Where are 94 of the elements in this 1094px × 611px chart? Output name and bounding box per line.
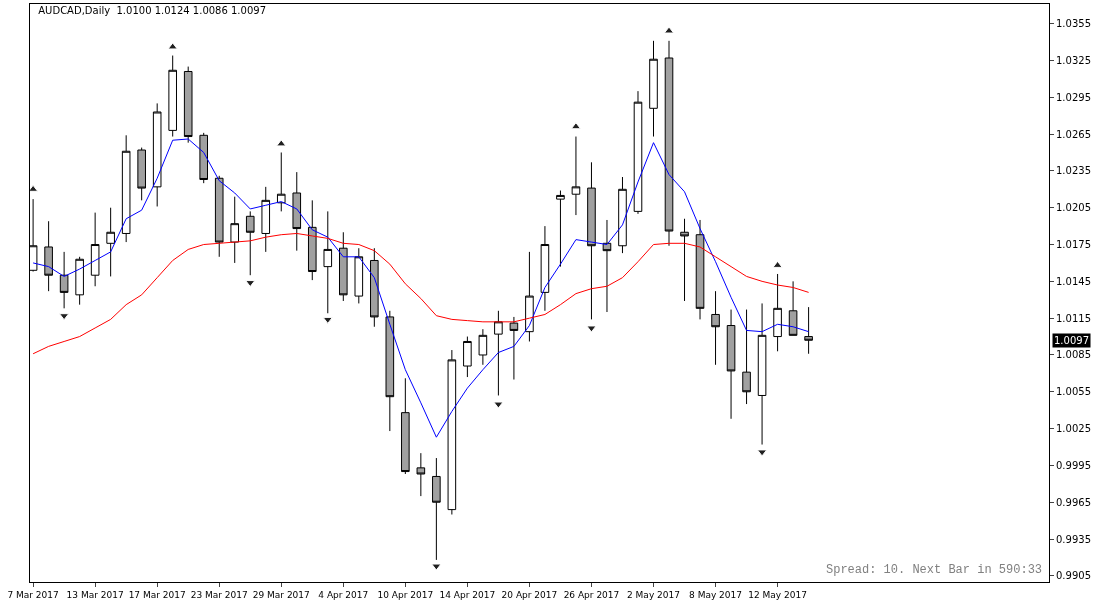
candlestick [75,256,84,306]
candlestick [649,40,658,138]
y-tick-label: 1.0325 [1056,54,1091,66]
point [245,280,256,288]
candlestick [354,247,364,304]
point [30,184,39,192]
candlestick [664,40,674,247]
candlestick [788,280,798,336]
candlestick [478,328,488,366]
x-tick-label: 2 May 2017 [627,589,680,600]
candlestick [44,220,53,292]
candlestick [152,102,162,207]
candlestick [711,290,720,366]
candlestick [618,176,627,254]
point [167,42,178,50]
y-tick-label: 1.0235 [1056,165,1091,177]
line-series [32,138,810,438]
chart-title: AUDCAD,Daily 1.0100 1.0124 1.0086 1.0097 [38,5,267,17]
point [59,313,70,321]
y-tick-label: 0.9935 [1056,533,1091,545]
candlestick [447,349,457,516]
candlestick [540,225,550,312]
candlestick [695,219,705,320]
point [276,139,287,147]
text: Spread: 10. Next Bar in 590:33 [826,563,1043,577]
candlestick [556,190,565,268]
candlestick [370,247,379,328]
y-tick-label: 1.0115 [1056,312,1091,324]
candlestick [401,377,410,475]
point [431,563,442,571]
x-tick-label: 12 May 2017 [748,589,807,600]
candlestick [214,175,224,258]
candlestick [339,231,348,302]
x-tick-label: 4 Apr 2017 [318,589,369,600]
candlestick [183,66,193,144]
candlestick [525,251,534,342]
x-tick-label: 14 Apr 2017 [439,589,496,600]
x-tick-label: 26 Apr 2017 [563,589,620,600]
y-tick-label: 1.0205 [1056,202,1091,214]
candlestick [509,316,519,381]
candlestick [726,309,736,420]
candlestick [168,55,177,138]
x-tick-label: 29 Mar 2017 [252,589,310,600]
y-tick-label: 1.0355 [1056,18,1091,30]
candlestick [121,134,131,243]
candlestick [773,273,782,352]
candlestick [742,309,751,405]
candlestick [432,457,441,561]
candlestick [416,452,426,497]
x-tick-label: 20 Apr 2017 [501,589,558,600]
y-tick-label: 1.0175 [1056,239,1091,251]
y-tick-label: 1.0295 [1056,91,1091,103]
candlestick [680,218,689,302]
y-tick-label: 0.9965 [1056,496,1091,508]
y-tick-label: 0.9995 [1056,459,1091,471]
candlestick [633,90,643,215]
y-tick-label: 0.9905 [1056,570,1091,582]
candlestick [385,310,395,432]
candlestick [90,212,100,287]
line-series [32,232,810,355]
candlestick [804,306,813,355]
candlestick [571,136,581,216]
candlestick [276,151,286,212]
x-tick-label: 13 Mar 2017 [66,589,124,600]
point [586,325,597,333]
x-tick-label: 23 Mar 2017 [190,589,248,600]
candlestick [199,132,209,184]
candlestick [245,210,255,276]
candlestick [323,210,333,314]
point [493,401,504,409]
x-tick-label: 17 Mar 2017 [128,589,186,600]
candlestick [261,186,271,253]
point [322,316,333,324]
candlestick [587,161,596,320]
candlestick [602,219,612,313]
candlestick [463,336,472,378]
y-tick-label: 1.0085 [1056,349,1091,361]
y-tick-label: 1.0145 [1056,275,1091,287]
candlestick [757,302,767,446]
x-tick-label: 10 Apr 2017 [377,589,434,600]
x-tick-label: 8 May 2017 [689,589,743,600]
candlestick [106,207,115,277]
y-tick-label: 1.0025 [1056,423,1091,435]
point [772,260,783,268]
candlestick [307,199,317,281]
candlestick [494,310,503,396]
text: 1.0097 [1054,335,1089,346]
candlestick [230,196,240,264]
candlestick [137,147,146,201]
x-tick-label: 7 Mar 2017 [7,589,59,600]
candlestick [59,251,69,309]
y-tick-label: 1.0265 [1056,128,1091,140]
candlestick [292,171,302,252]
y-tick-label: 1.0055 [1056,386,1091,398]
